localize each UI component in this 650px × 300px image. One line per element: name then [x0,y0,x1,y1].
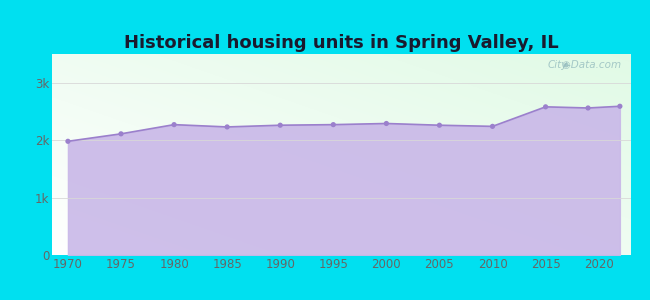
Point [169,122,179,127]
Point [488,124,498,129]
Point [116,131,126,136]
Text: ◉: ◉ [561,60,570,70]
Text: City-Data.com: City-Data.com [548,60,622,70]
Point [583,106,593,110]
Point [434,123,445,128]
Point [540,104,551,109]
Point [222,124,232,129]
Point [275,123,285,128]
Point [381,121,391,126]
Title: Historical housing units in Spring Valley, IL: Historical housing units in Spring Valle… [124,34,558,52]
Point [62,139,73,144]
Point [328,122,339,127]
Point [615,104,625,109]
